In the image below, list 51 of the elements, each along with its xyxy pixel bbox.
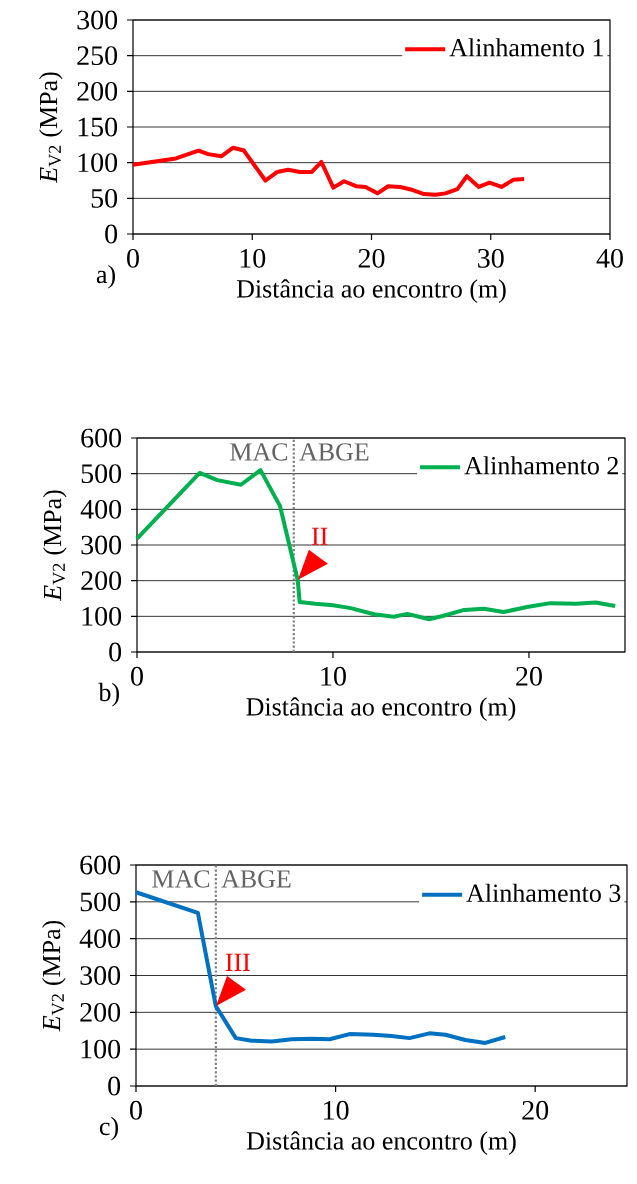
y-tick-label: 500 (81, 464, 122, 484)
y-tick-label: 500 (80, 892, 121, 912)
x-tick-label: 0 (130, 1100, 142, 1120)
x-axis-title: Distância ao encontro (m) (246, 1131, 516, 1155)
legend-label: Alinhamento 1 (449, 38, 603, 57)
text: b) (98, 682, 119, 707)
y-axis-title: E$_{V2}$ (MPa) (43, 490, 67, 602)
y-tick-label: 300 (80, 966, 121, 985)
annotation: MAC (230, 443, 288, 461)
y-tick-label: 300 (81, 535, 122, 555)
annotation: ABGE (221, 870, 291, 888)
y-tick-label: 150 (78, 117, 118, 137)
y-axis-title: E$_{V2}$ (MPa) (42, 920, 66, 1032)
y-tick-label: 200 (77, 81, 118, 101)
x-tick-label: 40 (596, 248, 623, 268)
y-tick-label: 0 (109, 642, 122, 662)
annotation: III (225, 953, 250, 971)
x-axis-title: Distância ao encontro (m) (236, 279, 506, 303)
y-tick-label: 0 (105, 224, 118, 244)
y-tick-label: 200 (81, 571, 122, 591)
annotation: ABGE (299, 443, 369, 461)
legend-label: Alinhamento 2 (464, 456, 618, 475)
x-axis-title: Distância ao encontro (m) (246, 697, 516, 721)
x-tick-label: 0 (127, 248, 139, 268)
y-tick-label: 50 (91, 188, 118, 208)
y-tick-label: 100 (81, 1039, 121, 1059)
y-tick-label: 300 (77, 10, 118, 30)
y-tick-label: 600 (81, 428, 122, 448)
y-tick-label: 100 (78, 153, 118, 173)
y-tick-label: 250 (77, 46, 118, 66)
x-tick-label: 20 (522, 1100, 549, 1120)
x-tick-label: 10 (240, 248, 266, 268)
x-tick-label: 20 (516, 666, 542, 686)
y-tick-label: 0 (108, 1076, 121, 1096)
annotation: II (311, 527, 328, 545)
legend-label: Alinhamento 3 (466, 883, 621, 902)
y-tick-label: 400 (79, 929, 121, 949)
x-tick-label: 10 (324, 1100, 349, 1120)
y-tick-label: 200 (80, 1002, 121, 1022)
annotation: MAC (152, 870, 210, 888)
y-axis-title: E$_{V2}$ (MPa) (39, 72, 63, 184)
text: a) (96, 264, 115, 289)
x-tick-label: 30 (478, 248, 504, 268)
text: c) (99, 1116, 118, 1141)
x-tick-label: 10 (321, 666, 346, 686)
y-tick-label: 600 (80, 855, 121, 875)
y-tick-label: 100 (82, 606, 122, 626)
x-tick-label: 0 (131, 666, 143, 686)
line-series (131, 145, 527, 197)
x-tick-label: 20 (358, 248, 385, 268)
y-tick-label: 400 (80, 499, 122, 519)
